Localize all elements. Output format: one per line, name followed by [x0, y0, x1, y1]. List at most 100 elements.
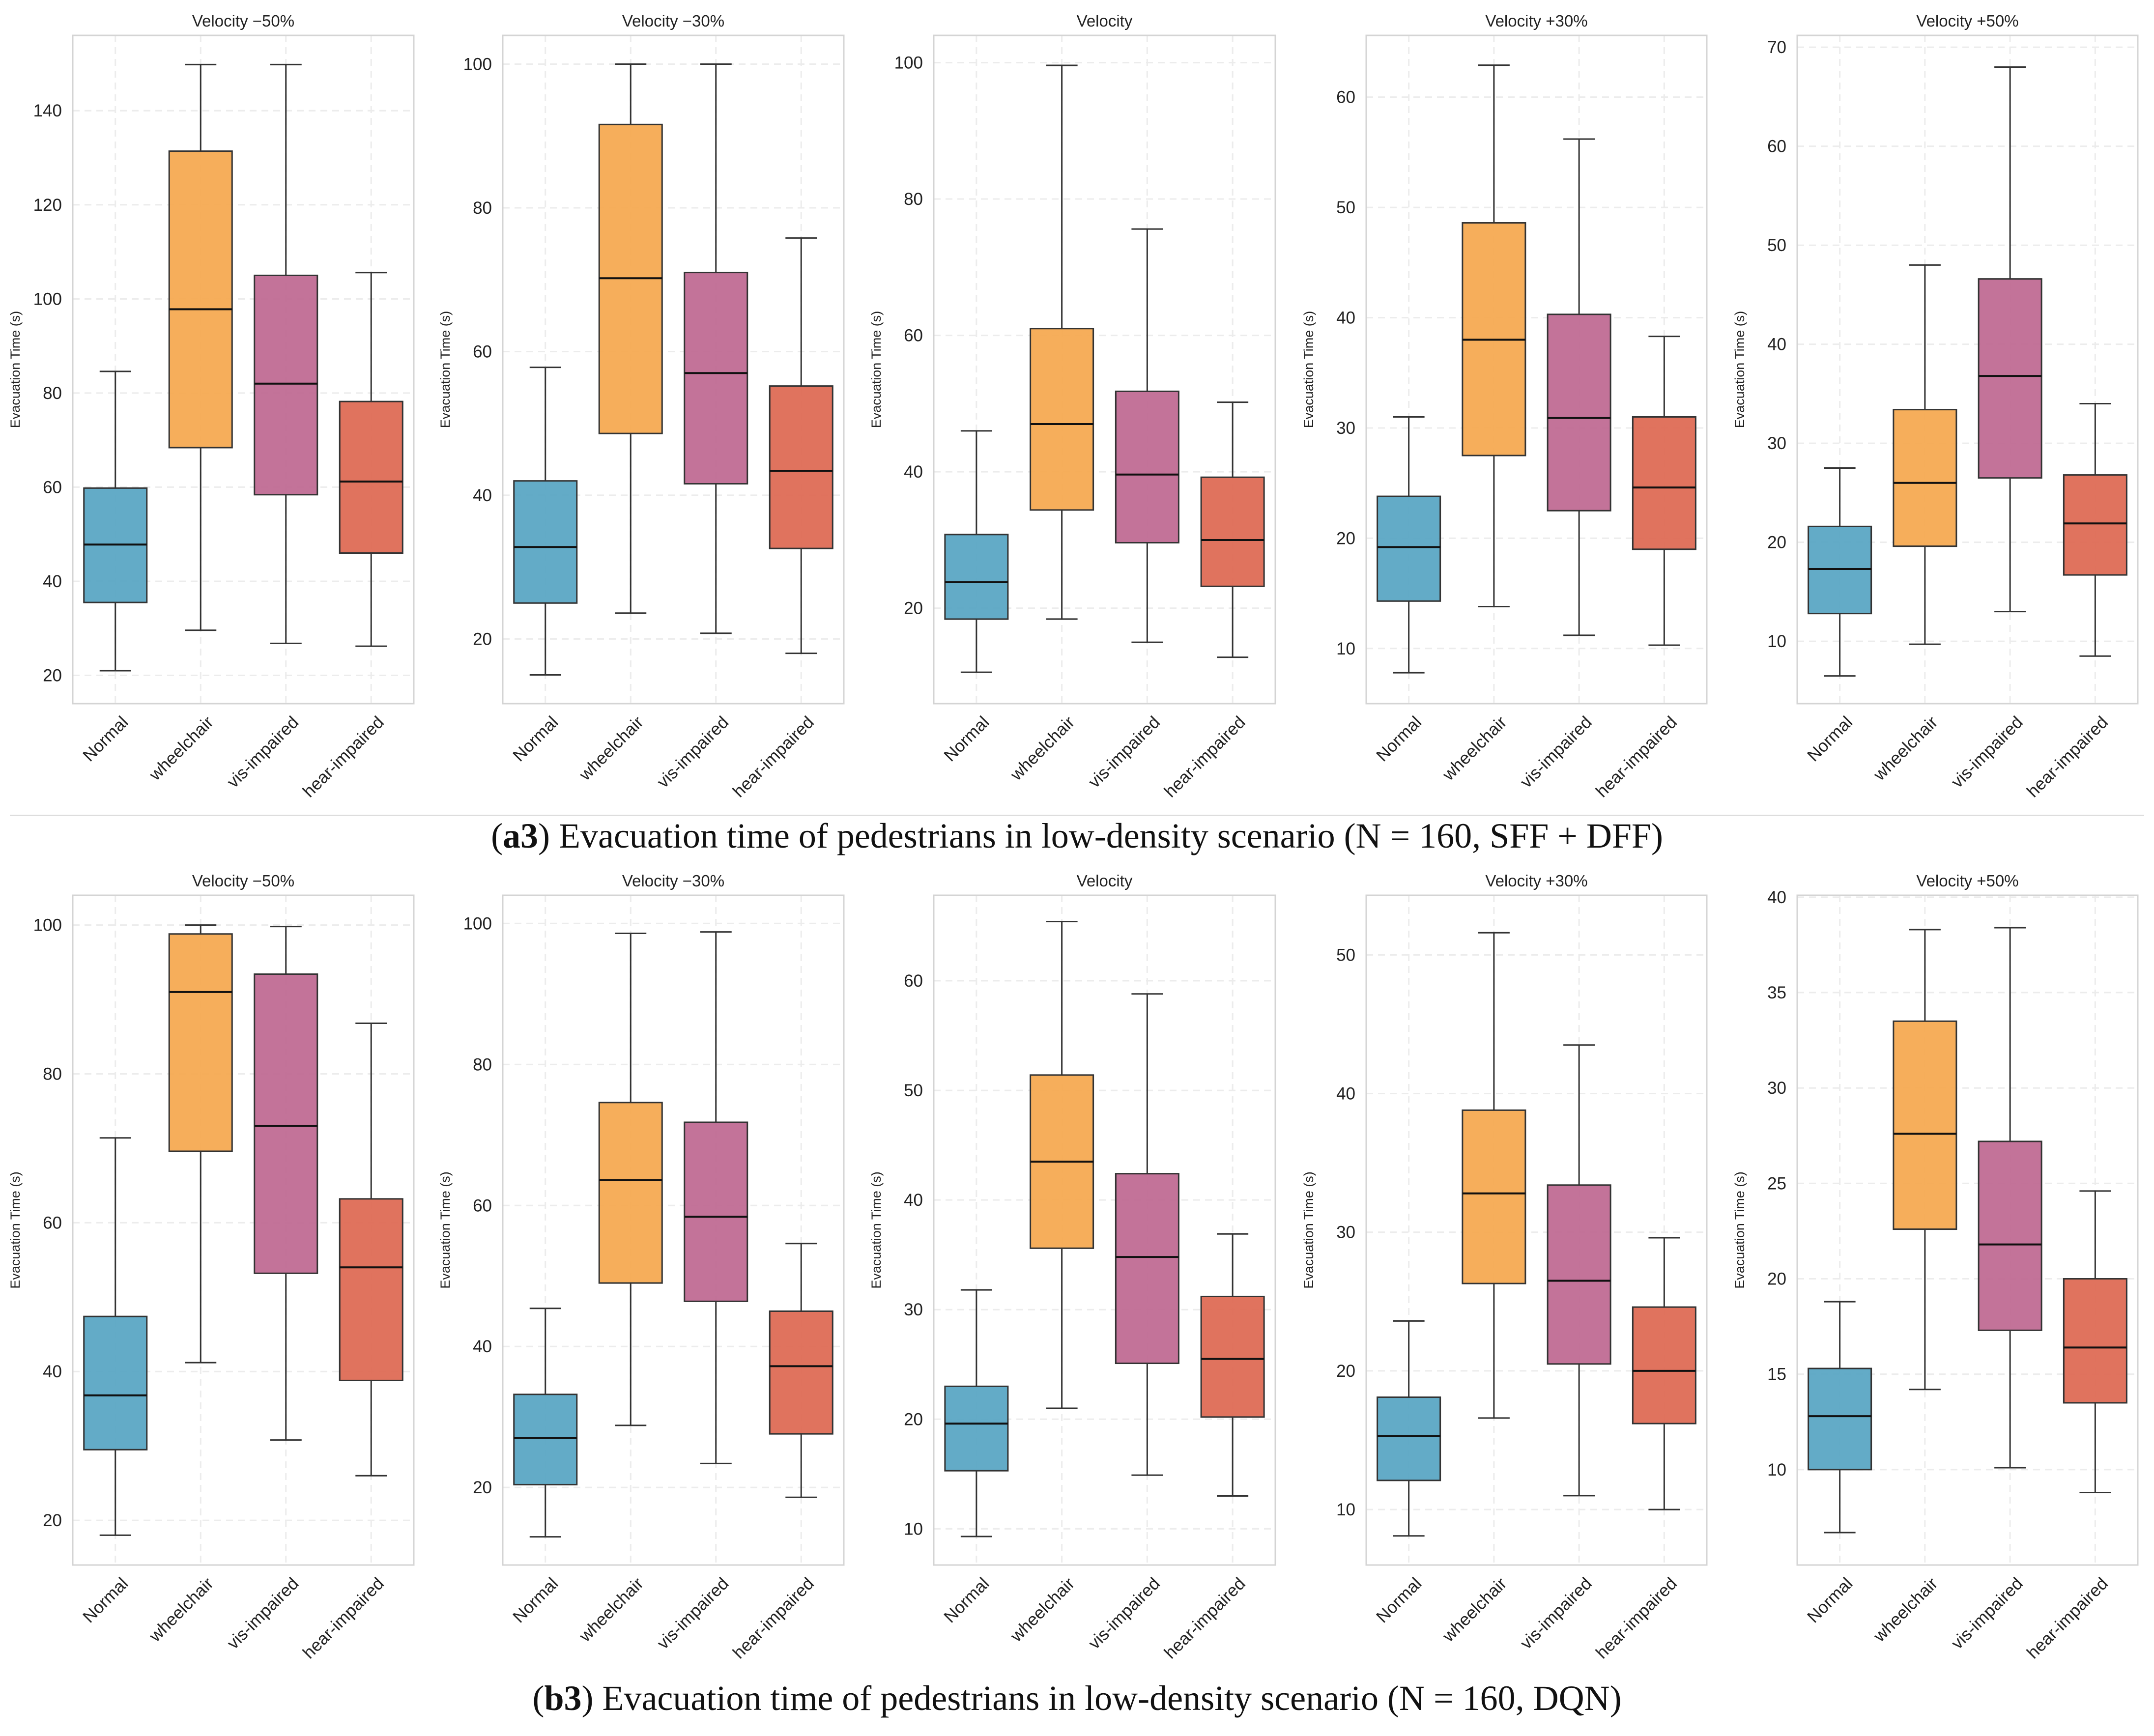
box-vis-impaired	[254, 63, 318, 644]
box-normal	[1377, 1320, 1441, 1537]
box-wheelchair	[1030, 921, 1094, 1409]
y-tick-label: 20	[904, 599, 923, 618]
y-tick-label: 10	[1336, 639, 1355, 658]
chart-panel-b3-1: Velocity −50% Evacuation Time (s) 20 40 60 80…	[8, 872, 415, 1662]
iqr-box	[1632, 416, 1696, 550]
iqr-box	[513, 480, 578, 604]
iqr-box	[1462, 1109, 1526, 1284]
iqr-box	[944, 534, 1009, 620]
y-tick-label: 100	[33, 916, 62, 935]
y-tick-label: 20	[1767, 533, 1786, 552]
x-tick-label: wheelchair	[1438, 1574, 1511, 1646]
y-tick-label: 10	[1767, 1460, 1786, 1480]
box-vis-impaired	[1978, 927, 2042, 1469]
y-tick-label: 40	[1336, 1084, 1355, 1104]
y-tick-label: 35	[1767, 983, 1786, 1002]
x-tick-label: vis-impaired	[1085, 1574, 1164, 1653]
y-tick-label: 20	[43, 666, 62, 685]
box-hear-impaired	[1632, 1237, 1696, 1510]
y-tick-label: 10	[1767, 632, 1786, 651]
x-tick-label: Normal	[940, 712, 993, 765]
y-axis-label: Evacuation Time (s)	[1301, 311, 1316, 428]
y-axis-label: Evacuation Time (s)	[438, 311, 453, 428]
chart-panel-b3-4: Velocity +30% Evacuation Time (s) 10 20 30 40…	[1301, 872, 1708, 1662]
axes-frame	[933, 34, 1276, 705]
box-hear-impaired	[1200, 401, 1265, 658]
axes-frame	[933, 894, 1276, 1566]
caption-a3-label: a3	[503, 816, 539, 855]
panel-title: Velocity +30%	[1485, 872, 1587, 890]
x-tick-label: Normal	[940, 1574, 993, 1626]
caption-b3-text: Evacuation time of pedestrians in low-de…	[593, 1679, 1622, 1718]
y-tick-label: 30	[1767, 434, 1786, 453]
chart-panel-b3-3: Velocity Evacuation Time (s) 10 20 30 40 50 60 N…	[869, 872, 1276, 1662]
y-tick-label: 40	[904, 1191, 923, 1210]
panel-title: Velocity	[1077, 12, 1133, 30]
y-tick-label: 40	[473, 486, 492, 505]
iqr-box	[168, 150, 233, 449]
y-tick-label: 80	[473, 199, 492, 218]
x-tick-label: wheelchair	[1438, 712, 1511, 785]
box-vis-impaired	[684, 63, 748, 634]
x-tick-label: hear-impaired	[2023, 1574, 2112, 1662]
axes-frame	[72, 34, 415, 705]
x-tick-label: hear-impaired	[1161, 712, 1249, 801]
y-tick-label: 40	[43, 1362, 62, 1381]
chart-panel-b3-2: Velocity −30% Evacuation Time (s) 20 40 60 80…	[438, 872, 845, 1662]
x-tick-label: wheelchair	[575, 1574, 647, 1646]
caption-a3-text: Evacuation time of pedestrians in low-de…	[550, 816, 1663, 855]
x-tick-label: wheelchair	[575, 712, 647, 785]
box-vis-impaired	[254, 926, 318, 1441]
iqr-box	[944, 1385, 1009, 1472]
x-tick-label: wheelchair	[1006, 712, 1079, 785]
iqr-box	[339, 400, 403, 554]
box-vis-impaired	[1547, 138, 1611, 636]
x-tick-label: vis-impaired	[1948, 712, 2027, 792]
y-tick-label: 120	[33, 196, 62, 215]
y-tick-label: 30	[1336, 419, 1355, 438]
box-vis-impaired	[1547, 1044, 1611, 1497]
box-wheelchair	[598, 63, 663, 614]
x-tick-label: Normal	[79, 1574, 132, 1626]
y-tick-label: 100	[894, 54, 923, 73]
iqr-box	[598, 1102, 663, 1284]
x-tick-label: hear-impaired	[299, 1574, 388, 1662]
x-tick-label: Normal	[1373, 1574, 1425, 1626]
iqr-box	[1200, 476, 1265, 587]
y-tick-label: 80	[43, 1064, 62, 1083]
iqr-box	[1547, 1184, 1611, 1365]
y-axis-label: Evacuation Time (s)	[869, 311, 884, 428]
box-hear-impaired	[769, 237, 833, 655]
y-tick-label: 40	[1336, 309, 1355, 328]
y-tick-label: 60	[904, 326, 923, 345]
y-tick-label: 20	[1336, 1362, 1355, 1381]
y-tick-label: 10	[904, 1519, 923, 1538]
iqr-box	[1808, 525, 1872, 615]
box-wheelchair	[1030, 64, 1094, 620]
x-tick-label: vis-impaired	[223, 712, 302, 792]
y-tick-label: 60	[904, 971, 923, 991]
chart-panel-a3-4: Velocity +30% Evacuation Time (s) 10 20 30 40…	[1301, 12, 1708, 801]
y-axis-label: Evacuation Time (s)	[1732, 311, 1747, 428]
axes-frame	[1365, 34, 1708, 705]
box-normal	[513, 1308, 578, 1538]
box-wheelchair	[1893, 264, 1957, 645]
y-tick-label: 100	[33, 289, 62, 309]
y-tick-label: 40	[43, 572, 62, 591]
box-normal	[513, 367, 578, 676]
y-tick-label: 15	[1767, 1365, 1786, 1384]
iqr-box	[1547, 313, 1611, 512]
box-normal	[1808, 1301, 1872, 1534]
panel-title: Velocity +50%	[1916, 872, 2018, 890]
caption-b3: (b3) Evacuation time of pedestrians in l…	[532, 1679, 1622, 1718]
axes-frame	[502, 894, 845, 1566]
x-tick-label: vis-impaired	[653, 712, 732, 792]
panel-title: Velocity	[1077, 872, 1133, 890]
box-normal	[83, 370, 148, 672]
x-tick-label: vis-impaired	[1948, 1574, 2027, 1653]
axes-frame	[1796, 894, 2139, 1566]
iqr-box	[1893, 1020, 1957, 1230]
x-tick-label: wheelchair	[1869, 1574, 1942, 1646]
x-tick-label: hear-impaired	[729, 1574, 818, 1662]
